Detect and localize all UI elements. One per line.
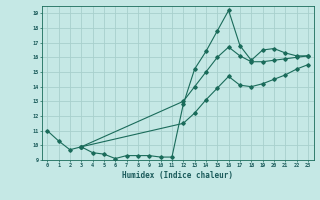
X-axis label: Humidex (Indice chaleur): Humidex (Indice chaleur) [122,171,233,180]
